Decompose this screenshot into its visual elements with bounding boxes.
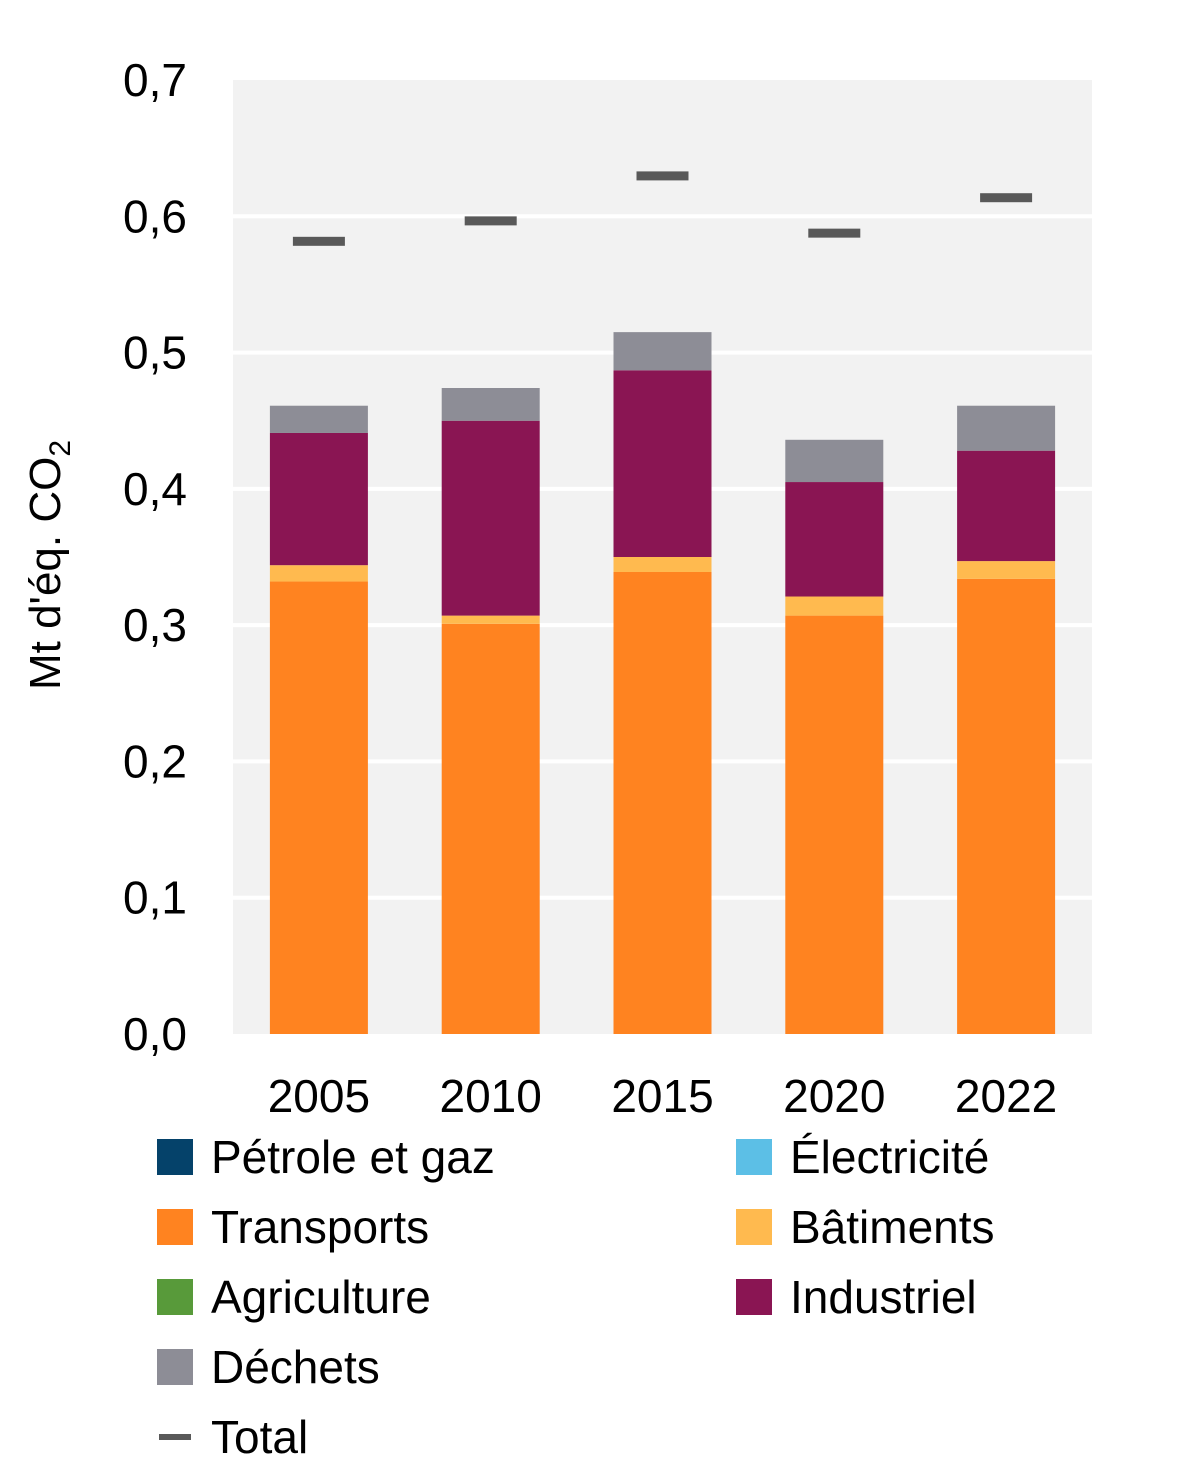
bar-segment-déchets bbox=[269, 405, 368, 433]
y-tick-label: 0,2 bbox=[123, 735, 187, 787]
bar-segment-bâtiments bbox=[785, 596, 884, 616]
subscript: 2 bbox=[44, 440, 77, 457]
legend-label: Bâtiments bbox=[790, 1201, 995, 1253]
bar-segment-déchets bbox=[957, 405, 1056, 451]
y-tick-label: 0,5 bbox=[123, 327, 187, 379]
legend-label: Pétrole et gaz bbox=[211, 1131, 495, 1183]
x-tick-label: 2022 bbox=[955, 1070, 1057, 1120]
bar-segment-bâtiments bbox=[269, 565, 368, 582]
legend-swatch bbox=[736, 1209, 772, 1245]
legend-label: Électricité bbox=[790, 1131, 990, 1183]
legend-label: Déchets bbox=[211, 1341, 380, 1393]
stacked-bar-chart: 0,0 0,1 0,2 0,3 0,4 0,5 0,6 0,7 2005 2010 2015 2020… bbox=[21, 54, 1092, 1120]
bar-segment-transports bbox=[441, 623, 540, 1034]
bar-segment-déchets bbox=[613, 332, 712, 371]
y-tick-label: 0,6 bbox=[123, 190, 187, 242]
bar-segment-industriel bbox=[957, 450, 1056, 562]
bar-segment-transports bbox=[785, 615, 884, 1034]
legend-swatch bbox=[157, 1139, 193, 1175]
bar-segment-industriel bbox=[269, 432, 368, 566]
legend-item: Déchets bbox=[157, 1340, 380, 1394]
y-tick-label: 0,3 bbox=[123, 599, 187, 651]
legend-dash bbox=[159, 1434, 191, 1440]
x-tick-label: 2005 bbox=[268, 1070, 370, 1120]
bar-segment-industriel bbox=[613, 370, 712, 557]
bar-segment-industriel bbox=[441, 420, 540, 616]
y-axis-label: Mt d'éq. CO2 bbox=[21, 440, 77, 690]
legend-label: Agriculture bbox=[211, 1271, 431, 1323]
x-tick-label: 2020 bbox=[783, 1070, 885, 1120]
bar-segment-transports bbox=[269, 581, 368, 1034]
legend-item: Industriel bbox=[736, 1270, 977, 1324]
y-tick-label: 0,4 bbox=[123, 463, 187, 515]
bar-segment-industriel bbox=[785, 482, 884, 597]
total-marker bbox=[808, 228, 861, 238]
legend-swatch bbox=[157, 1279, 193, 1315]
y-tick-label: 0,1 bbox=[123, 872, 187, 924]
legend-label: Total bbox=[211, 1411, 309, 1463]
legend-swatch bbox=[736, 1279, 772, 1315]
bar-segment-bâtiments bbox=[613, 557, 712, 572]
x-tick-label: 2010 bbox=[440, 1070, 542, 1120]
total-marker bbox=[292, 236, 345, 246]
legend-swatch bbox=[736, 1139, 772, 1175]
bar-segment-transports bbox=[613, 571, 712, 1034]
legend-item: Agriculture bbox=[157, 1270, 431, 1324]
legend-item: Bâtiments bbox=[736, 1200, 995, 1254]
legend-label: Transports bbox=[211, 1201, 430, 1253]
legend-item-total: Total bbox=[157, 1410, 308, 1464]
y-tick-label: 0,7 bbox=[123, 54, 187, 106]
x-tick-label: 2015 bbox=[611, 1070, 713, 1120]
legend-swatch bbox=[157, 1349, 193, 1385]
legend-item: Pétrole et gaz bbox=[157, 1130, 495, 1184]
total-marker bbox=[464, 216, 517, 226]
legend-swatch bbox=[157, 1209, 193, 1245]
bar-segment-bâtiments bbox=[957, 561, 1056, 579]
legend-label: Industriel bbox=[790, 1271, 977, 1323]
bar-segment-bâtiments bbox=[441, 615, 540, 624]
bar-segment-déchets bbox=[785, 439, 884, 483]
total-marker bbox=[636, 171, 689, 181]
bar-segment-transports bbox=[957, 578, 1056, 1034]
bar-segment-déchets bbox=[441, 388, 540, 421]
total-marker bbox=[980, 193, 1033, 203]
legend-item: Électricité bbox=[736, 1130, 989, 1184]
y-tick-label: 0,0 bbox=[123, 1008, 187, 1060]
legend-item: Transports bbox=[157, 1200, 429, 1254]
